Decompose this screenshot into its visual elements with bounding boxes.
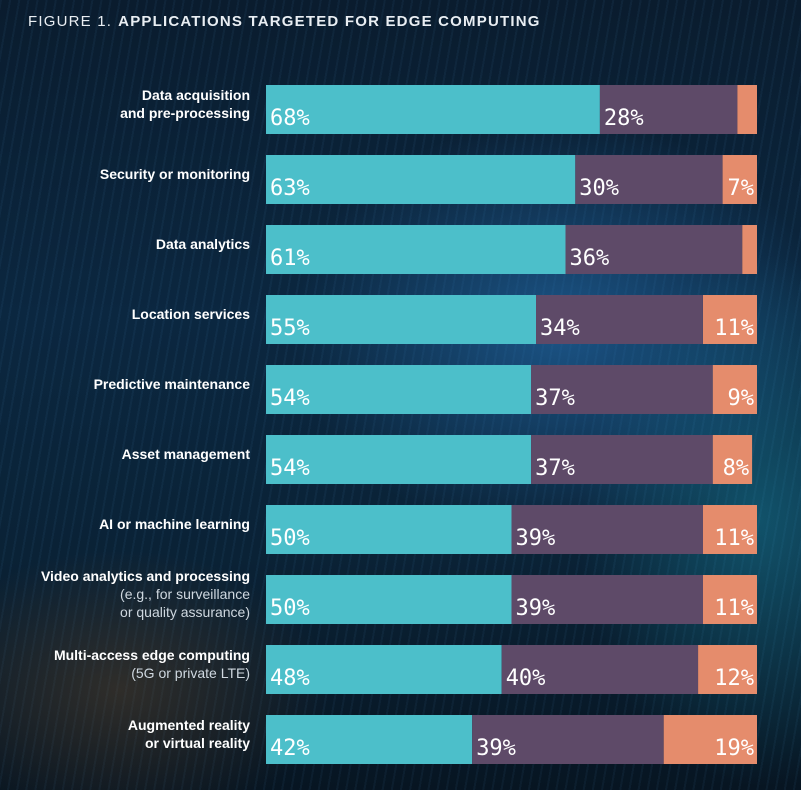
bar-segment-3-row-9 [698, 645, 757, 694]
data-label-segment-2-row-9: 40% [506, 666, 546, 691]
data-label-segment-1-row-6: 54% [270, 456, 310, 481]
bar-segment-3-row-6 [712, 435, 753, 484]
category-label-text: Augmented reality [127, 716, 250, 733]
category-label-text: Predictive maintenance [93, 375, 250, 392]
bar-segment-2-row-2 [575, 155, 723, 204]
category-label-text: and pre-processing [120, 104, 250, 121]
data-label-segment-2-row-1: 28% [604, 106, 644, 131]
data-label-segment-2-row-7: 39% [516, 526, 556, 551]
data-label-segment-3-row-9: 12% [714, 666, 754, 691]
bar-segment-2-row-7 [511, 505, 703, 554]
bar-segment-3-row-7 [703, 505, 757, 554]
bar-segment-2-row-5 [531, 365, 713, 414]
bar-segment-1-row-7 [266, 505, 512, 554]
category-label-row-3: Data analytics [0, 235, 250, 253]
category-label-text: Location services [131, 305, 250, 322]
data-label-segment-1-row-5: 54% [270, 386, 310, 411]
bar-segment-1-row-5 [266, 365, 532, 414]
category-label-text: Security or monitoring [99, 165, 250, 182]
data-label-segment-3-row-2: 7% [728, 176, 755, 201]
bar-segment-1-row-8 [266, 575, 512, 624]
data-label-segment-1-row-3: 61% [270, 246, 310, 271]
category-label-text: Data analytics [155, 235, 250, 252]
category-label-row-9: Multi-access edge computing (5G or privat… [0, 646, 250, 682]
bar-segment-2-row-8 [511, 575, 703, 624]
bar-segment-1-row-6 [266, 435, 532, 484]
data-label-segment-2-row-3: 36% [570, 246, 610, 271]
data-label-segment-3-row-8: 11% [714, 596, 754, 621]
category-label-row-2: Security or monitoring [0, 165, 250, 183]
data-label-segment-2-row-4: 34% [540, 316, 580, 341]
figure-name: APPLICATIONS TARGETED FOR EDGE COMPUTING [118, 13, 541, 30]
bar-segment-2-row-6 [531, 435, 713, 484]
category-label-row-5: Predictive maintenance [0, 375, 250, 393]
category-label-row-10: Augmented reality or virtual reality [0, 716, 250, 752]
bar-segment-2-row-9 [501, 645, 699, 694]
category-label-row-8: Video analytics and processing (e.g., for… [0, 567, 250, 621]
bar-segment-2-row-3 [565, 225, 743, 274]
bar-segment-1-row-1 [266, 85, 600, 134]
category-label-text: Data acquisition [141, 86, 250, 103]
category-sublabel-text: (5G or private LTE) [131, 664, 250, 681]
data-label-segment-3-row-5: 9% [728, 386, 755, 411]
bar-segment-3-row-4 [703, 295, 757, 344]
category-label-text: or virtual reality [144, 734, 250, 751]
bar-segment-2-row-10 [472, 715, 664, 764]
bar-segment-1-row-9 [266, 645, 502, 694]
bar-segment-3-row-10 [663, 715, 757, 764]
data-label-segment-1-row-2: 63% [270, 176, 310, 201]
data-label-segment-3-row-4: 11% [714, 316, 754, 341]
category-label-row-6: Asset management [0, 445, 250, 463]
bar-segment-1-row-2 [266, 155, 576, 204]
category-label-text: Video analytics and processing [40, 567, 250, 584]
category-label-row-1: Data acquisition and pre-processing [0, 86, 250, 122]
category-label-row-7: AI or machine learning [0, 515, 250, 533]
bar-segment-3-row-8 [703, 575, 757, 624]
bar-segment-1-row-3 [266, 225, 566, 274]
bar-segment-2-row-4 [536, 295, 703, 344]
bar-segment-3-row-1 [737, 85, 757, 134]
bar-segment-3-row-5 [712, 365, 757, 414]
category-label-text: Multi-access edge computing [53, 646, 250, 663]
data-label-segment-3-row-6: 8% [723, 456, 750, 481]
data-label-segment-3-row-10: 19% [714, 736, 754, 761]
data-label-segment-2-row-8: 39% [516, 596, 556, 621]
data-label-segment-1-row-1: 68% [270, 106, 310, 131]
data-label-segment-1-row-8: 50% [270, 596, 310, 621]
data-label-segment-3-row-7: 11% [714, 526, 754, 551]
figure-number: FIGURE 1. [28, 13, 113, 30]
data-label-segment-2-row-10: 39% [476, 736, 516, 761]
category-sublabel-text: or quality assurance) [120, 603, 250, 620]
category-label-text: Asset management [121, 445, 250, 462]
data-label-segment-2-row-5: 37% [535, 386, 575, 411]
data-label-segment-1-row-4: 55% [270, 316, 310, 341]
data-label-segment-1-row-10: 42% [270, 736, 310, 761]
bar-segment-1-row-4 [266, 295, 537, 344]
bar-segment-3-row-3 [742, 225, 757, 274]
data-label-segment-1-row-9: 48% [270, 666, 310, 691]
data-label-segment-2-row-6: 37% [535, 456, 575, 481]
data-label-segment-1-row-7: 50% [270, 526, 310, 551]
category-sublabel-text: (e.g., for surveillance [120, 585, 250, 602]
bar-segment-3-row-2 [722, 155, 757, 204]
bar-segment-1-row-10 [266, 715, 473, 764]
bar-segment-2-row-1 [599, 85, 738, 134]
category-label-text: AI or machine learning [99, 515, 250, 532]
figure-title: FIGURE 1. APPLICATIONS TARGETED FOR EDGE … [28, 13, 541, 30]
data-label-segment-2-row-2: 30% [579, 176, 619, 201]
category-label-row-4: Location services [0, 305, 250, 323]
